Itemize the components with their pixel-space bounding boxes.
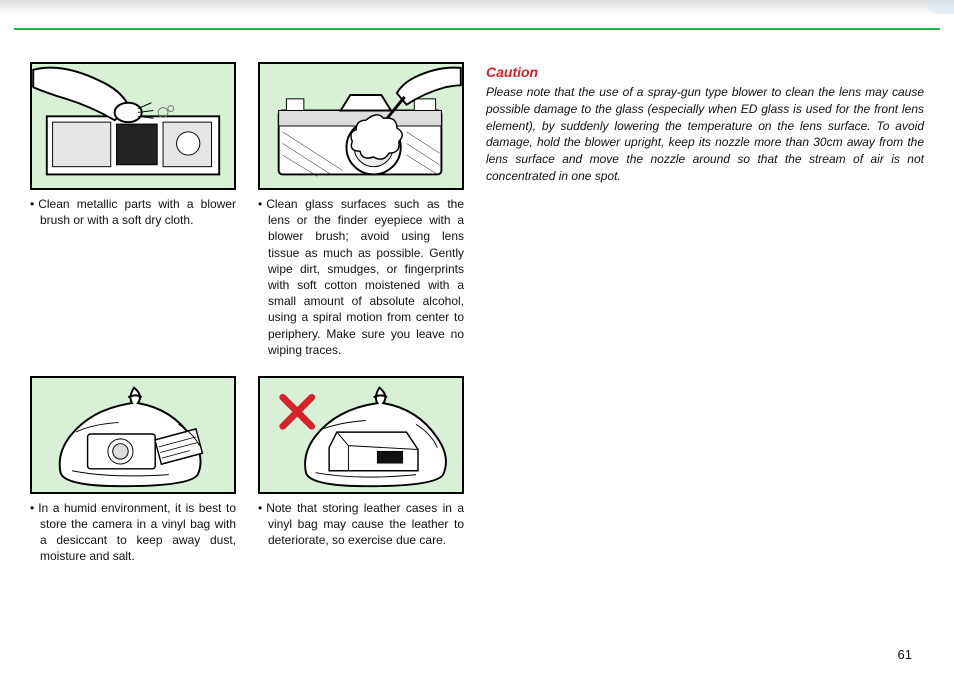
illustration-bag-desiccant — [32, 378, 234, 492]
caution-body: Please note that the use of a spray-gun … — [486, 84, 924, 185]
layout-grid: Clean metallic parts with a blower brush… — [30, 62, 924, 565]
cell-metallic: Clean metallic parts with a blower brush… — [30, 62, 236, 358]
top-divider-rule — [14, 28, 940, 30]
illustration-brush-lens — [260, 64, 462, 188]
scan-shadow — [0, 0, 954, 14]
illustration-bag-leather-case — [260, 378, 462, 492]
illustration-blower-metallic — [32, 64, 234, 188]
caution-block: Caution Please note that the use of a sp… — [486, 62, 924, 358]
caption-metallic: Clean metallic parts with a blower brush… — [30, 196, 236, 228]
figure-vinyl-bag-ok — [30, 376, 236, 494]
figure-clean-metallic — [30, 62, 236, 190]
figure-clean-glass — [258, 62, 464, 190]
cell-leather: Note that storing leather cases in a vin… — [258, 376, 464, 565]
cell-humid: In a humid environment, it is best to st… — [30, 376, 236, 565]
caption-humid: In a humid environment, it is best to st… — [30, 500, 236, 565]
caption-leather: Note that storing leather cases in a vin… — [258, 500, 464, 549]
figure-vinyl-bag-bad — [258, 376, 464, 494]
page-number: 61 — [898, 647, 912, 662]
empty-cell — [486, 376, 924, 565]
page-content: Clean metallic parts with a blower brush… — [30, 62, 924, 682]
cell-glass: Clean glass surfaces such as the lens or… — [258, 62, 464, 358]
caption-glass: Clean glass surfaces such as the lens or… — [258, 196, 464, 358]
caution-title: Caution — [486, 64, 924, 80]
